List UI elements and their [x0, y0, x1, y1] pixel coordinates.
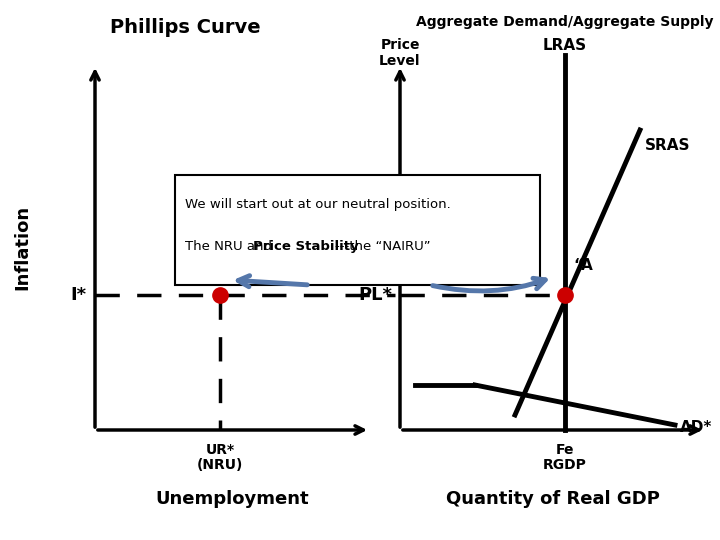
Text: The NRU and: The NRU and: [185, 240, 276, 253]
Text: ---the “NAIRU”: ---the “NAIRU”: [335, 240, 431, 253]
Text: AD*: AD*: [680, 420, 712, 435]
Text: Price Stability: Price Stability: [253, 240, 359, 253]
Text: Phillips Curve: Phillips Curve: [109, 18, 261, 37]
Text: We will start out at our neutral position.: We will start out at our neutral positio…: [185, 198, 451, 211]
Text: “A”: “A”: [186, 258, 215, 273]
Text: Inflation: Inflation: [13, 205, 31, 290]
Text: SRAS: SRAS: [645, 138, 690, 152]
Text: “A: “A: [573, 258, 593, 273]
Text: UR*: UR*: [205, 443, 235, 457]
Text: PL*: PL*: [358, 286, 392, 304]
FancyBboxPatch shape: [175, 175, 540, 285]
Text: (NRU): (NRU): [197, 458, 243, 472]
Text: Fe: Fe: [556, 443, 575, 457]
Text: I*: I*: [71, 286, 87, 304]
Text: Quantity of Real GDP: Quantity of Real GDP: [446, 490, 660, 508]
Text: Aggregate Demand/Aggregate Supply: Aggregate Demand/Aggregate Supply: [416, 15, 714, 29]
Text: LRAS: LRAS: [543, 38, 587, 53]
Text: Price
Level: Price Level: [379, 38, 420, 68]
Text: RGDP: RGDP: [543, 458, 587, 472]
Text: Unemployment: Unemployment: [156, 490, 310, 508]
